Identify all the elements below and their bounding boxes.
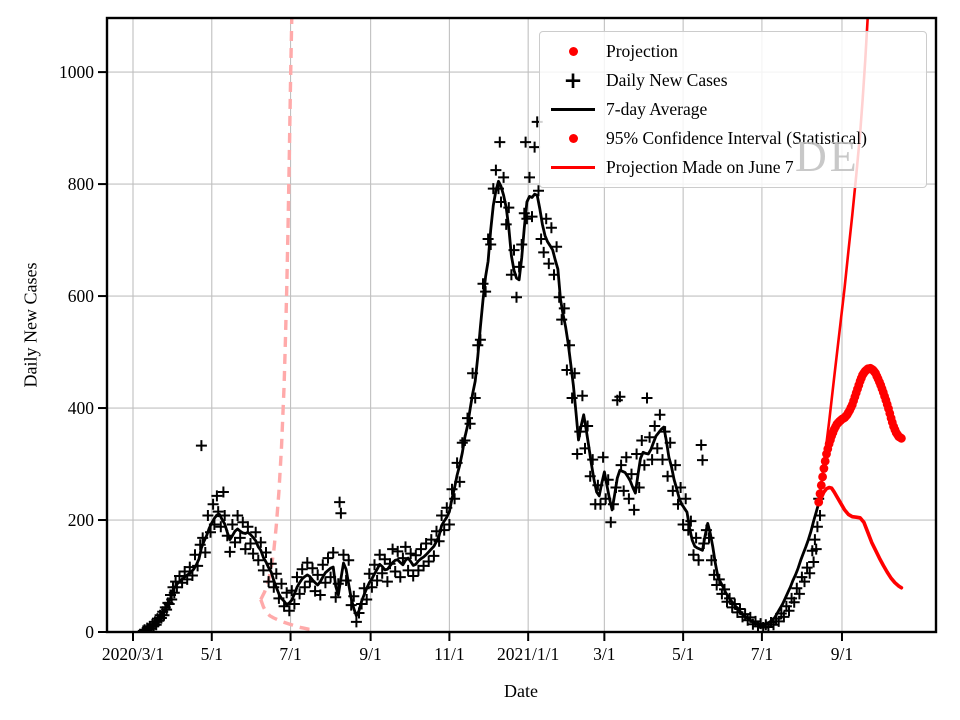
y-axis-title: Daily New Cases: [20, 262, 41, 388]
x-tick-2021-1-1: 2021/1/1: [497, 644, 560, 664]
legend-row-daily-new-cases: + Daily New Cases: [540, 66, 926, 95]
x-tick-7-1: 7/1: [750, 644, 774, 664]
y-tick-0: 0: [85, 622, 94, 642]
legend-label: Projection: [606, 41, 678, 61]
red-dot-icon: [568, 134, 578, 143]
x-tick-5-1: 5/1: [671, 644, 695, 664]
daily-new-cases: [137, 116, 826, 632]
y-tick-1000: 1000: [59, 62, 94, 83]
legend-label: Projection Made on June 7: [606, 157, 794, 177]
x-tick-5-1: 5/1: [200, 644, 223, 664]
legend-row-projection: Projection: [540, 37, 926, 66]
projection-dots: [814, 363, 906, 507]
x-axis-title: Date: [504, 681, 538, 701]
legend-row-confidence-interval: 95% Confidence Interval (Statistical): [540, 124, 926, 153]
y-tick-800: 800: [67, 174, 94, 195]
seven-day-average: [141, 179, 821, 632]
legend-row-june7-projection: Projection Made on June 7: [540, 153, 926, 182]
x-tick-9-1: 9/1: [359, 644, 382, 664]
y-tick-600: 600: [67, 286, 94, 307]
red-line-icon: [551, 166, 595, 169]
watermark: DE: [795, 132, 860, 181]
june7-ci-upper-dashed: [259, 18, 294, 601]
x-tick-2020-3-1: 2020/3/1: [101, 644, 165, 664]
legend-row-7day-average: 7-day Average: [540, 95, 926, 124]
series-layer: [137, 18, 906, 632]
y-tick-400: 400: [67, 398, 94, 419]
ci-lower-line: [816, 485, 904, 590]
june7-ci-lower-dashed: [259, 598, 314, 632]
x-tick-11-1: 11/1: [434, 644, 465, 664]
legend-label: Daily New Cases: [606, 70, 728, 90]
legend: Projection + Daily New Cases 7-day Avera…: [539, 31, 927, 188]
x-tick-3-1: 3/1: [593, 644, 616, 664]
plus-marker-icon: +: [563, 67, 583, 94]
legend-label: 7-day Average: [606, 99, 708, 119]
x-tick-9-1: 9/1: [830, 644, 854, 664]
x-tick-7-1: 7/1: [279, 644, 302, 664]
y-tick-200: 200: [67, 510, 94, 531]
axes-spines: [98, 16, 938, 641]
black-line-icon: [551, 108, 595, 111]
legend-label: 95% Confidence Interval (Statistical): [606, 128, 867, 148]
red-dot-icon: [568, 47, 578, 56]
